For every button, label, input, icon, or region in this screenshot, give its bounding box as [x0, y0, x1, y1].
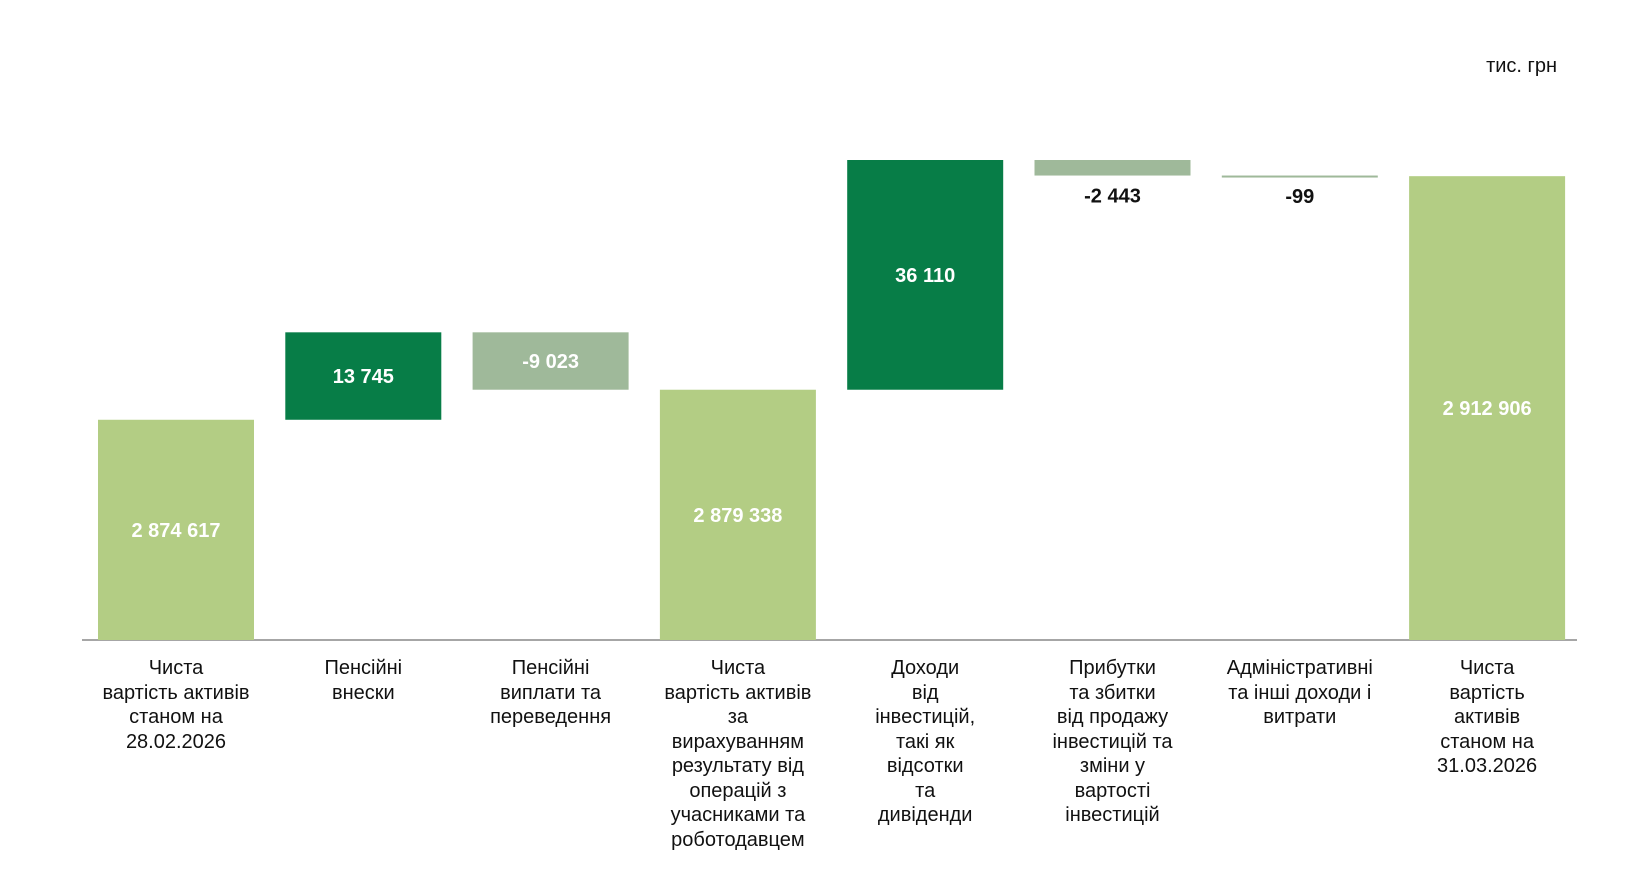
data-label: 2 912 906 — [1443, 398, 1532, 420]
unit-label: тис. грн — [1486, 55, 1557, 77]
category-label: Чиста вартість активів станом на 28.02.2… — [102, 657, 250, 753]
data-label: 2 874 617 — [132, 520, 221, 542]
data-label: 36 110 — [895, 265, 955, 287]
category-label: Пенсійні внески — [324, 657, 403, 704]
bar-increase — [285, 332, 442, 420]
category-label: Чиста вартість активів за вирахуванням р… — [664, 657, 812, 851]
category-label: Прибутки та збитки від продажу інвестиці… — [1052, 657, 1173, 826]
bar-total — [659, 389, 816, 640]
data-label: -99 — [1285, 186, 1314, 208]
data-label: -9 023 — [522, 351, 579, 373]
category-label: Чиста вартість активів станом на 31.03.2… — [1437, 657, 1538, 777]
data-label: 2 879 338 — [693, 505, 782, 527]
category-label: Пенсійні виплати та переведення — [490, 657, 612, 728]
bar-total — [1409, 176, 1566, 641]
bar-increase — [847, 160, 1004, 390]
data-label: 13 745 — [333, 366, 394, 388]
category-label: Доходи від інвестицій, такі як відсотки … — [875, 657, 976, 826]
data-label: -2 443 — [1084, 186, 1141, 208]
bar-total — [98, 419, 254, 640]
bar-decrease — [472, 332, 629, 390]
bar-decrease — [1221, 175, 1378, 178]
bar-decrease — [1034, 160, 1191, 176]
category-label: Адміністративні та інші доходи і витрати — [1226, 657, 1373, 728]
